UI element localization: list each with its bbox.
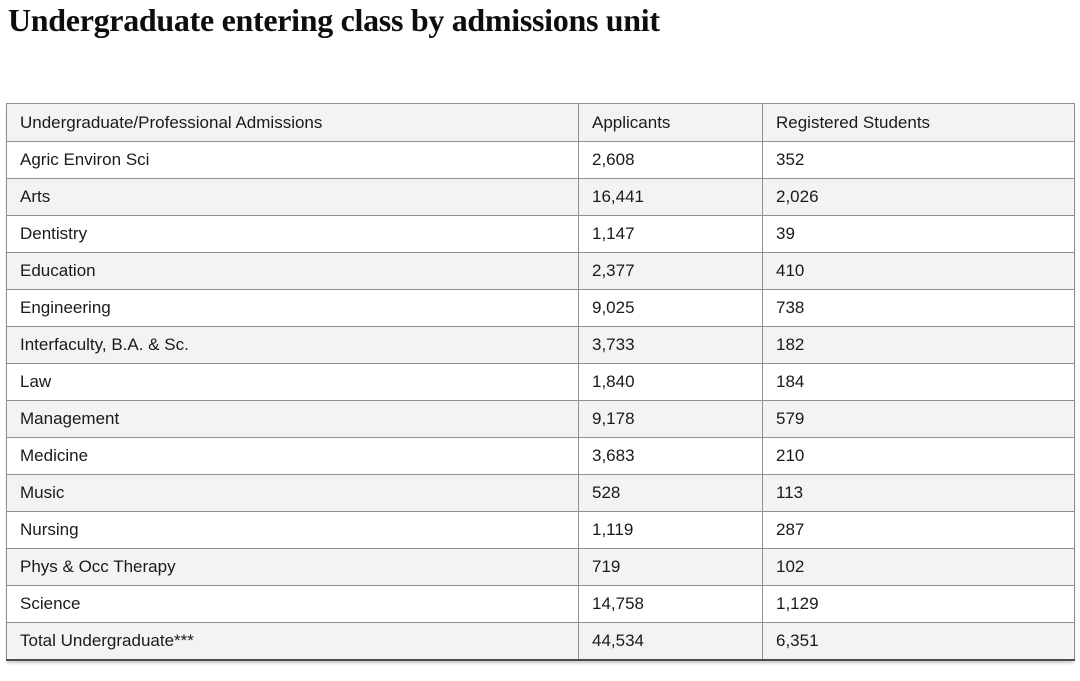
table-row: Agric Environ Sci 2,608 352 [6,141,1075,179]
unit-cell: Education [6,252,579,290]
registered-cell: 287 [762,511,1075,549]
page-title: Undergraduate entering class by admissio… [8,2,660,38]
table-header-row: Undergraduate/Professional Admissions Ap… [6,103,1075,142]
applicants-cell: 719 [578,548,763,586]
unit-cell: Nursing [6,511,579,549]
table-row: Nursing 1,119 287 [6,511,1075,549]
unit-cell: Dentistry [6,215,579,253]
registered-cell: 6,351 [762,622,1075,660]
registered-cell: 1,129 [762,585,1075,623]
table-row-total: Total Undergraduate*** 44,534 6,351 [6,622,1075,660]
applicants-cell: 2,608 [578,141,763,179]
unit-cell: Arts [6,178,579,216]
applicants-cell: 528 [578,474,763,512]
applicants-cell: 1,840 [578,363,763,401]
unit-cell: Music [6,474,579,512]
table-row: Phys & Occ Therapy 719 102 [6,548,1075,586]
applicants-cell: 2,377 [578,252,763,290]
admissions-table: Undergraduate/Professional Admissions Ap… [6,103,1075,661]
header-registered: Registered Students [762,103,1075,142]
header-applicants: Applicants [578,103,763,142]
applicants-cell: 44,534 [578,622,763,660]
applicants-cell: 16,441 [578,178,763,216]
table-row: Science 14,758 1,129 [6,585,1075,623]
table-row: Engineering 9,025 738 [6,289,1075,327]
unit-cell: Engineering [6,289,579,327]
applicants-cell: 3,683 [578,437,763,475]
applicants-cell: 14,758 [578,585,763,623]
table-row: Education 2,377 410 [6,252,1075,290]
table-row: Music 528 113 [6,474,1075,512]
registered-cell: 210 [762,437,1075,475]
applicants-cell: 9,178 [578,400,763,438]
registered-cell: 738 [762,289,1075,327]
registered-cell: 352 [762,141,1075,179]
unit-cell: Science [6,585,579,623]
applicants-cell: 1,119 [578,511,763,549]
applicants-cell: 3,733 [578,326,763,364]
table-row: Management 9,178 579 [6,400,1075,438]
table-row: Interfaculty, B.A. & Sc. 3,733 182 [6,326,1075,364]
unit-cell: Law [6,363,579,401]
applicants-cell: 1,147 [578,215,763,253]
unit-cell: Management [6,400,579,438]
table-row: Arts 16,441 2,026 [6,178,1075,216]
header-unit: Undergraduate/Professional Admissions [6,103,579,142]
unit-cell: Total Undergraduate*** [6,622,579,660]
registered-cell: 182 [762,326,1075,364]
registered-cell: 113 [762,474,1075,512]
registered-cell: 39 [762,215,1075,253]
unit-cell: Phys & Occ Therapy [6,548,579,586]
unit-cell: Interfaculty, B.A. & Sc. [6,326,579,364]
table-row: Law 1,840 184 [6,363,1075,401]
table-row: Medicine 3,683 210 [6,437,1075,475]
registered-cell: 410 [762,252,1075,290]
unit-cell: Medicine [6,437,579,475]
registered-cell: 102 [762,548,1075,586]
unit-cell: Agric Environ Sci [6,141,579,179]
registered-cell: 579 [762,400,1075,438]
registered-cell: 2,026 [762,178,1075,216]
table-row: Dentistry 1,147 39 [6,215,1075,253]
registered-cell: 184 [762,363,1075,401]
applicants-cell: 9,025 [578,289,763,327]
